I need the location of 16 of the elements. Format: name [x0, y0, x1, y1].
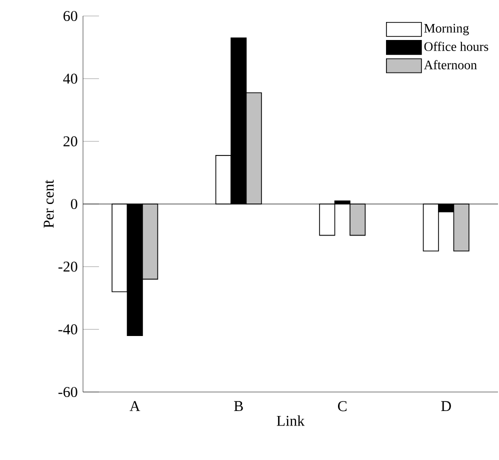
x-axis-title: Link	[276, 415, 305, 426]
legend-label: Morning	[424, 24, 469, 36]
y-tick-label: -40	[58, 324, 78, 334]
x-tick-label: A	[130, 401, 140, 412]
y-tick-label: -60	[58, 386, 78, 398]
y-axis-title: Per cent	[44, 180, 54, 228]
y-tick-label: 40	[63, 74, 78, 84]
y-tick-label: 20	[64, 136, 78, 146]
x-tick-label: D	[441, 401, 451, 411]
legend-label: Afternoon	[424, 60, 477, 70]
legend-label: Office hours	[424, 42, 488, 51]
y-tick-label: 0	[70, 198, 78, 210]
y-tick-label: 60	[64, 10, 78, 22]
y-tick-label: -20	[58, 262, 78, 272]
x-tick-label: B	[234, 401, 243, 412]
x-tick-label: C	[338, 401, 347, 412]
